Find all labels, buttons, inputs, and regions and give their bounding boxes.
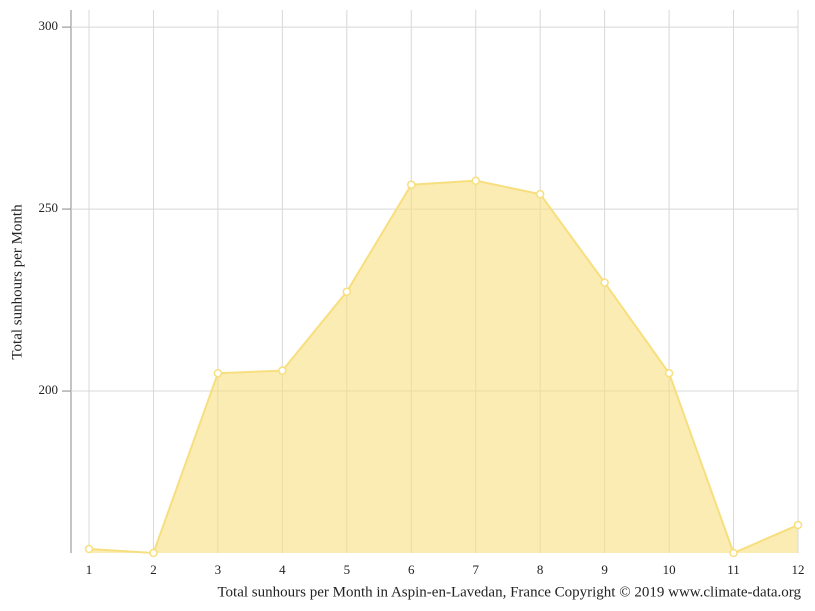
x-tick-label: 3 bbox=[215, 562, 222, 577]
data-point bbox=[84, 544, 94, 554]
x-tick-label: 9 bbox=[601, 562, 608, 577]
area-fill bbox=[89, 180, 798, 553]
data-point bbox=[278, 366, 287, 375]
x-tick-label: 2 bbox=[150, 562, 157, 577]
data-point bbox=[535, 189, 545, 199]
x-tick-label: 6 bbox=[408, 562, 415, 577]
x-axis-title: Total sunhours per Month in Aspin-en-Lav… bbox=[217, 584, 801, 600]
x-tick-label: 4 bbox=[279, 562, 286, 577]
data-point bbox=[342, 287, 352, 296]
data-point bbox=[213, 368, 223, 378]
y-tick-label: 200 bbox=[39, 382, 59, 397]
x-tick-label: 5 bbox=[344, 562, 351, 577]
area-line bbox=[88, 179, 799, 555]
data-point bbox=[600, 278, 609, 287]
data-point bbox=[729, 548, 738, 558]
data-point bbox=[149, 548, 158, 558]
x-tick-label: 1 bbox=[86, 562, 93, 577]
x-tick-label: 7 bbox=[472, 562, 479, 577]
x-tick-label: 12 bbox=[792, 562, 805, 577]
y-tick-label: 300 bbox=[39, 18, 59, 33]
x-tick-label: 8 bbox=[537, 562, 544, 577]
data-point bbox=[664, 368, 674, 378]
y-tick-label: 250 bbox=[39, 200, 59, 215]
x-tick-label: 10 bbox=[663, 562, 676, 577]
data-point bbox=[407, 180, 416, 189]
x-tick-label: 11 bbox=[727, 562, 740, 577]
data-point bbox=[471, 176, 480, 185]
data-point bbox=[793, 520, 803, 530]
y-axis-title: Total sunhours per Month bbox=[9, 204, 25, 360]
